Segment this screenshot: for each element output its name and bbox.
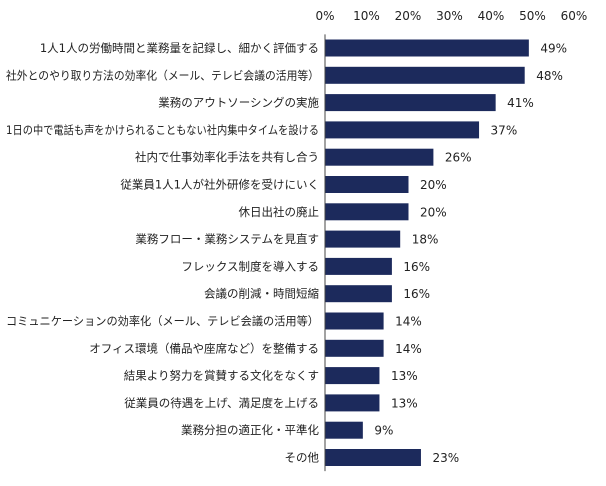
category-label: 社外とのやり取り方法の効率化（メール、テレビ会議の活用等） bbox=[6, 68, 319, 82]
x-tick-label: 60% bbox=[561, 9, 588, 23]
value-label: 14% bbox=[395, 342, 422, 356]
value-label: 20% bbox=[420, 178, 447, 192]
category-label: フレックス制度を導入する bbox=[181, 259, 319, 273]
value-label: 26% bbox=[445, 151, 472, 165]
value-label: 48% bbox=[536, 69, 563, 83]
category-label: その他 bbox=[285, 451, 320, 465]
x-tick-label: 20% bbox=[395, 9, 422, 23]
category-label: 業務フロー・業務システムを見直す bbox=[135, 232, 319, 246]
bar bbox=[325, 421, 363, 439]
bar bbox=[325, 257, 392, 275]
bar bbox=[325, 121, 480, 139]
bar bbox=[325, 66, 525, 84]
value-label: 9% bbox=[374, 424, 393, 438]
bar bbox=[325, 312, 384, 330]
category-label: 社内で仕事効率化手法を共有し合う bbox=[135, 150, 319, 164]
bar bbox=[325, 176, 409, 193]
x-tick-label: 40% bbox=[478, 9, 505, 23]
value-label: 49% bbox=[540, 42, 567, 56]
x-tick-label: 0% bbox=[315, 9, 334, 23]
category-label: 業務のアウトソーシングの実施 bbox=[158, 96, 319, 110]
bar bbox=[325, 285, 392, 303]
category-label: オフィス環境（備品や座席など）を整備する bbox=[89, 341, 319, 355]
x-tick-label: 10% bbox=[353, 9, 380, 23]
bar bbox=[325, 230, 401, 248]
category-label: 従業員1人1人が社外研修を受けにいく bbox=[120, 178, 319, 192]
value-label: 41% bbox=[507, 96, 534, 110]
value-label: 16% bbox=[403, 287, 430, 301]
category-label: 休日出社の廃止 bbox=[239, 205, 320, 219]
value-label: 20% bbox=[420, 205, 447, 219]
value-label: 23% bbox=[432, 451, 459, 465]
bar bbox=[325, 367, 380, 385]
bar bbox=[325, 203, 409, 221]
category-label: 業務分担の適正化・平準化 bbox=[181, 423, 319, 437]
value-label: 18% bbox=[412, 233, 439, 247]
value-label: 13% bbox=[391, 369, 418, 383]
category-label: 結果より努力を賞賛する文化をなくす bbox=[124, 369, 319, 383]
value-label: 16% bbox=[403, 260, 430, 274]
category-label: コミュニケーションの効率化（メール、テレビ会議の活用等） bbox=[6, 314, 319, 328]
value-label: 13% bbox=[391, 396, 418, 410]
category-label: 1人1人の労働時間と業務量を記録し、細かく評価する bbox=[40, 41, 319, 55]
bar bbox=[325, 148, 434, 166]
category-label: 1日の中で電話も声をかけられることもない社内集中タイムを設ける bbox=[6, 123, 319, 137]
bar bbox=[325, 94, 496, 112]
bar bbox=[325, 394, 380, 412]
x-tick-label: 50% bbox=[519, 9, 546, 23]
value-label: 37% bbox=[491, 123, 518, 137]
x-tick-label: 30% bbox=[436, 9, 463, 23]
value-label: 14% bbox=[395, 315, 422, 329]
bar bbox=[325, 39, 529, 57]
bar bbox=[325, 449, 421, 466]
category-label: 会議の削減・時間短縮 bbox=[204, 287, 319, 301]
bar bbox=[325, 339, 384, 357]
category-label: 従業員の待遇を上げ、満足度を上げる bbox=[124, 396, 319, 410]
